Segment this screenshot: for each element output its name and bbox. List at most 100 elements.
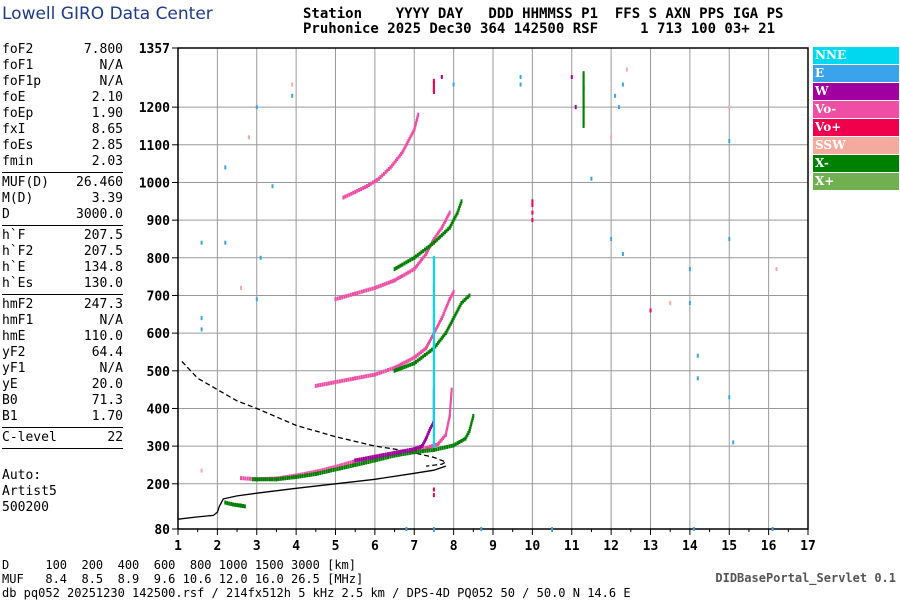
echo-point [382, 171, 385, 176]
param-label: foF1 [2, 58, 34, 73]
echo-point [330, 468, 333, 473]
echo-point [379, 283, 382, 288]
param-label: h`E [2, 260, 26, 275]
echo-point [393, 160, 396, 165]
echo-point [334, 380, 337, 385]
param-value: 1.70 [91, 409, 123, 424]
echo-point [371, 180, 374, 185]
echo-point [415, 254, 417, 259]
echo-point [240, 285, 242, 290]
echo-point [350, 191, 353, 196]
echo-point [432, 326, 435, 331]
param-row: h`F 207.5 [2, 228, 123, 244]
echo-point [437, 236, 440, 241]
echo-point [371, 286, 374, 291]
echo-point [432, 382, 435, 387]
echo-point [398, 153, 401, 158]
echo-point [432, 260, 435, 265]
echo-point [427, 244, 430, 249]
echo-point [384, 455, 387, 460]
echo-point [343, 294, 346, 299]
echo-point [391, 454, 394, 459]
echo-point [356, 188, 359, 193]
echo-point [395, 364, 398, 369]
echo-point [447, 299, 450, 304]
echo-point [531, 199, 534, 204]
echo-point [444, 307, 447, 312]
echo-point [728, 237, 731, 241]
echo-point [432, 292, 435, 297]
echo-point [405, 359, 408, 364]
echo-point [432, 365, 435, 370]
echo-point [418, 357, 421, 362]
echo-point [618, 105, 620, 110]
echo-point [200, 468, 203, 473]
echo-point [432, 296, 435, 301]
echo-point [397, 264, 400, 269]
profile-curve [177, 465, 447, 520]
echo-point [391, 279, 394, 284]
echo-point [373, 458, 376, 463]
echo-point [448, 210, 451, 215]
echo-point [373, 179, 376, 184]
echo-point [240, 503, 242, 508]
echo-point [424, 353, 426, 357]
x-tick-label: 16 [761, 539, 777, 554]
trace-x [393, 293, 471, 373]
param-row: h`Es 130.0 [2, 276, 123, 292]
echo-point [343, 378, 346, 383]
echo-point [468, 429, 471, 434]
echo-point [366, 184, 368, 189]
echo-point [414, 354, 417, 359]
echo-point [423, 253, 426, 258]
echo-point [448, 414, 451, 418]
echo-point [362, 456, 365, 461]
param-value: 207.5 [83, 228, 123, 243]
echo-point [582, 79, 585, 84]
echo-point [416, 117, 419, 121]
echo-point [299, 474, 302, 479]
param-row: M(D) 3.39 [2, 191, 123, 207]
echo-point [442, 231, 445, 236]
param-value: 130.0 [83, 276, 123, 291]
trace-vo [342, 112, 420, 200]
echo-point [382, 453, 385, 457]
echo-point [413, 125, 416, 130]
echo-point [200, 316, 203, 321]
echo-point [403, 261, 406, 266]
echo-point [390, 163, 393, 168]
echo-point [258, 477, 261, 482]
echo-point [375, 178, 378, 182]
echo-point [432, 237, 435, 241]
echo-point [432, 437, 435, 442]
echo-point [413, 447, 416, 452]
echo-point [405, 364, 408, 369]
echo-point [427, 350, 430, 355]
echo-point [317, 471, 319, 476]
echo-point [452, 289, 455, 294]
echo-point [338, 466, 341, 471]
echo-point [369, 373, 372, 378]
echo-point [391, 451, 394, 456]
echo-point [438, 229, 441, 234]
echo-point [432, 290, 435, 295]
echo-point [582, 111, 585, 116]
echo-point [407, 259, 410, 264]
echo-point [336, 379, 339, 384]
y-tick-label: 400 [147, 402, 171, 417]
echo-point [432, 320, 435, 325]
echo-point [432, 81, 435, 85]
tick-labels: 1 2 3 4 5 6 7 8 9 10 11 12 13 14 15 16 17802003004005006… [139, 42, 816, 554]
echo-point [432, 400, 435, 404]
y-tick-label: 900 [147, 214, 171, 229]
trace-x [393, 199, 463, 272]
echo-point [392, 162, 395, 167]
echo-point [416, 358, 419, 363]
param-row: B1 1.70 [2, 409, 123, 425]
echo-point [391, 366, 394, 371]
echo-point [325, 467, 328, 471]
echo-point [582, 105, 585, 110]
echo-point [345, 461, 348, 466]
echo-point [466, 295, 469, 299]
